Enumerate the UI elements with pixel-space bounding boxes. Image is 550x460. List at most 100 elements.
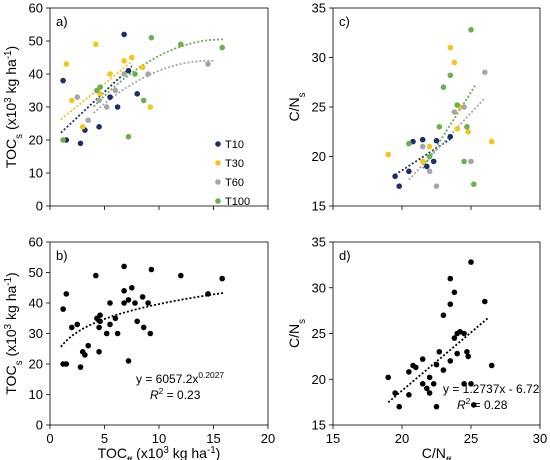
data-point-t10 — [392, 173, 398, 180]
data-point-t10 — [430, 158, 437, 165]
data-point — [125, 358, 132, 364]
data-point-t10 — [424, 163, 430, 170]
y-tick-label: 0 — [36, 418, 43, 433]
y-tick-label: 30 — [312, 280, 326, 295]
data-point — [145, 300, 151, 306]
data-point-t10 — [419, 136, 426, 143]
data-point-t100 — [406, 140, 412, 147]
data-point-t30 — [454, 126, 461, 132]
data-point-t100 — [454, 102, 461, 108]
data-point — [60, 306, 66, 312]
data-point-t30 — [465, 129, 472, 135]
legend-label: T10 — [225, 139, 244, 151]
plot-frame — [332, 241, 541, 426]
trendline-t100 — [92, 38, 225, 108]
data-point-t10 — [433, 137, 440, 144]
plot-frame — [332, 7, 541, 207]
data-point-t10 — [406, 168, 412, 175]
data-point — [74, 321, 81, 328]
data-point-t60 — [205, 61, 211, 67]
data-point-t60 — [461, 104, 467, 110]
x-axis-label: TOCff (x103 kg ha-1) — [98, 445, 221, 460]
data-point-t100 — [447, 72, 454, 79]
data-point — [406, 392, 412, 398]
x-axis-label: C/Nff — [422, 445, 452, 460]
panel-label: d) — [339, 248, 351, 263]
data-point-t10 — [447, 133, 454, 140]
plot-frame — [49, 241, 269, 426]
data-point-t10 — [96, 124, 102, 130]
r-squared: R2 = 0.28 — [457, 396, 508, 412]
trend-equation: y = 1.2737x - 6.72 — [443, 382, 540, 396]
trendline — [60, 291, 225, 348]
data-point-t30 — [451, 59, 458, 66]
data-point — [468, 259, 474, 265]
y-tick-label: 50 — [29, 265, 43, 280]
data-point-t100 — [440, 84, 447, 90]
data-point — [103, 330, 110, 337]
data-point-t100 — [461, 158, 467, 165]
x-tick-label: 15 — [206, 431, 220, 446]
y-tick-label: 50 — [29, 34, 43, 49]
data-point — [121, 288, 127, 294]
trendline-t10 — [60, 65, 133, 134]
data-point-t10 — [60, 77, 66, 84]
x-tick-label: 25 — [464, 431, 478, 446]
data-point-t60 — [482, 69, 488, 76]
data-point-t10 — [77, 140, 84, 147]
data-point-t100 — [436, 124, 443, 130]
legend-marker — [215, 198, 221, 204]
x-tick-label: 20 — [395, 431, 409, 446]
data-point-t30 — [121, 58, 127, 64]
data-point — [419, 381, 426, 387]
data-point-t100 — [468, 27, 474, 33]
data-point — [121, 263, 127, 270]
data-point-t10 — [396, 183, 403, 189]
data-point — [85, 342, 91, 349]
data-point — [461, 330, 467, 337]
data-point-t100 — [426, 153, 433, 160]
data-point-t30 — [93, 41, 99, 48]
data-point — [419, 356, 426, 362]
panel-d: 15 20 25 30 35 15 20 25 30 d) C/Ns C/Nff y = 1.2737x… — [286, 235, 547, 460]
data-point — [97, 312, 103, 319]
panel-c: 15 20 25 30 35 c) C/Ns — [286, 1, 541, 214]
y-axis-label: C/Ns — [286, 319, 308, 348]
data-point — [413, 364, 419, 371]
data-point-t100 — [132, 71, 138, 77]
legend: T10 T30 T60 T100 — [215, 139, 250, 208]
legend-label: T60 — [225, 177, 244, 189]
trendline-t10 — [394, 138, 451, 176]
data-point — [219, 275, 225, 282]
y-tick-label: 35 — [312, 1, 326, 16]
x-tick-label: 20 — [261, 431, 275, 446]
data-point — [424, 385, 430, 392]
data-point — [96, 349, 102, 355]
data-point — [447, 275, 454, 282]
data-point-t100 — [140, 97, 147, 104]
x-tick-label: 5 — [101, 431, 108, 446]
data-point-t60 — [419, 143, 426, 150]
data-point — [121, 300, 127, 306]
legend-marker — [215, 141, 221, 147]
data-point — [96, 324, 102, 331]
data-point — [148, 266, 155, 273]
data-point-t60 — [121, 71, 127, 77]
y-tick-label: 0 — [36, 199, 43, 214]
data-point-t30 — [129, 54, 135, 61]
data-point — [63, 291, 70, 297]
y-tick-label: 35 — [312, 235, 326, 250]
data-point — [205, 291, 211, 297]
y-tick-label: 60 — [29, 1, 43, 16]
data-point-t60 — [433, 183, 440, 189]
data-point — [447, 301, 454, 308]
data-point — [482, 298, 488, 305]
data-point-t10 — [134, 91, 140, 97]
data-point-t30 — [447, 44, 454, 51]
data-point-t60 — [96, 97, 102, 104]
data-point — [451, 289, 458, 296]
y-tick-label: 30 — [312, 50, 326, 65]
data-point-t60 — [145, 71, 151, 77]
data-point — [134, 318, 140, 325]
y-tick-label: 15 — [312, 418, 326, 433]
